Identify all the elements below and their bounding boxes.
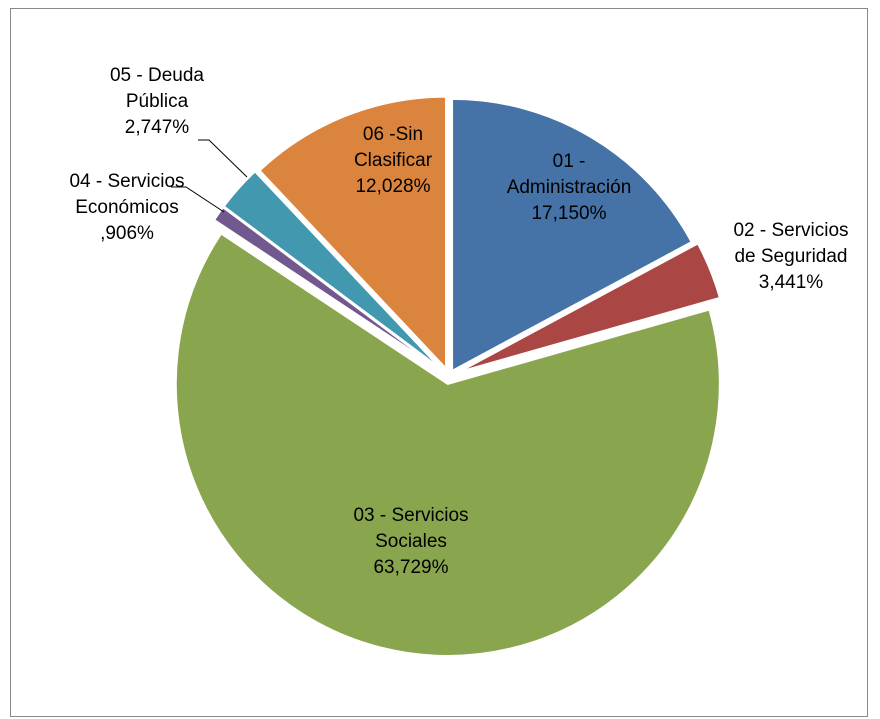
pie-slices	[174, 95, 722, 657]
pie-slice-servicios-seguridad	[457, 242, 722, 374]
data-labels: 01 -Administración 17,150% 02 - Servicios d…	[69, 65, 848, 578]
pie-slice-administracion	[451, 97, 694, 373]
leader-line-servicios-economicos	[171, 186, 225, 213]
data-label-administracion: 01 -Administración 17,150%	[507, 151, 632, 224]
data-label-deuda-publica: 05 - Deuda Pública 2,747%	[110, 65, 204, 138]
leader-line-deuda-publica	[198, 139, 248, 178]
pie-chart: 01 -Administración 17,150% 02 - Servicios d…	[69, 65, 849, 657]
leader-lines	[171, 139, 248, 213]
pie-slice-deuda-publica	[222, 169, 443, 371]
chart-frame: 01 -Administración 17,150% 02 - Servicios d…	[10, 8, 868, 717]
data-label-sin-clasificar: 06 -Sin Clasificar 12,028%	[354, 124, 433, 197]
data-label-servicios-economicos: 04 - Servicios Económicos ,906%	[69, 171, 184, 244]
pie-slice-sin-clasificar	[258, 95, 448, 372]
data-label-servicios-sociales: 03 - Servicios Sociales 63,729%	[353, 505, 468, 578]
data-label-servicios-seguridad: 02 - Servicios de Seguridad 3,441%	[733, 220, 848, 293]
pie-slice-servicios-economicos	[212, 205, 442, 372]
pie-slice-servicios-sociales	[174, 232, 721, 657]
